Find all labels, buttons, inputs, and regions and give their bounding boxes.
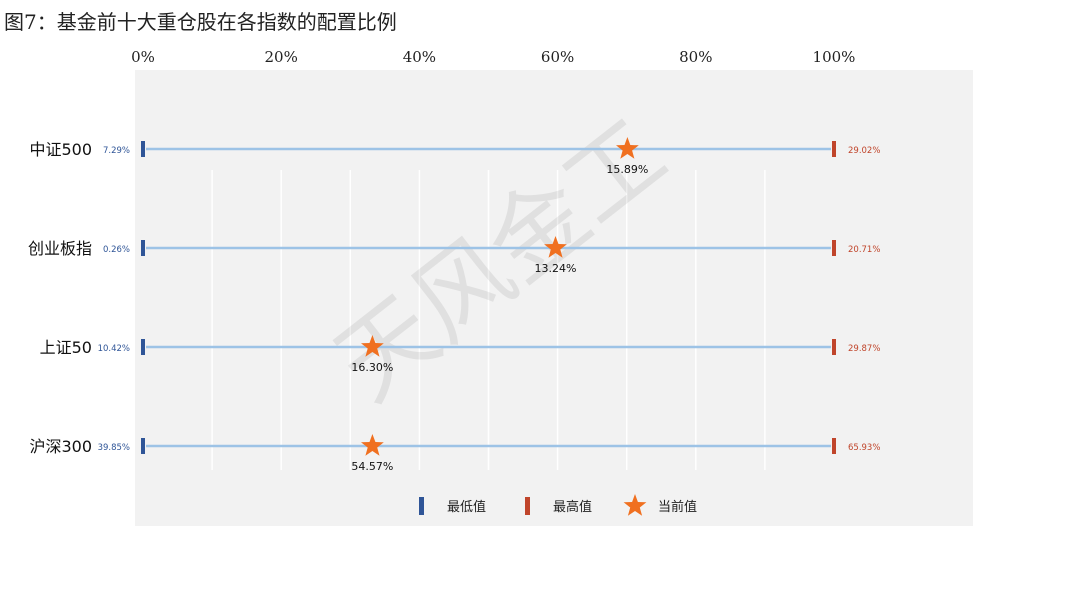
- current-star-marker: [361, 335, 384, 357]
- data-row: 创业板指 0.26% 20.71% 13.24%: [28, 236, 880, 275]
- min-value-label: 0.26%: [103, 245, 130, 255]
- legend: 最低值 最高值 当前值: [419, 494, 697, 516]
- legend-star-icon: [623, 494, 647, 516]
- max-value-label: 29.02%: [848, 146, 880, 156]
- min-value-label: 7.29%: [103, 146, 130, 156]
- data-row: 沪深300 39.85% 65.93% 54.57%: [29, 434, 880, 473]
- legend-current-label: 当前值: [658, 499, 697, 515]
- x-axis-ticks: 0% 20% 40% 60% 80% 100%: [131, 48, 855, 66]
- min-marker: [141, 141, 145, 157]
- max-marker: [832, 339, 836, 355]
- min-marker: [141, 240, 145, 256]
- current-value-label: 13.24%: [535, 262, 577, 275]
- current-star-marker: [616, 137, 639, 159]
- current-star-marker: [544, 236, 567, 258]
- plot-area: [135, 70, 973, 526]
- legend-min-label: 最低值: [447, 499, 486, 515]
- max-value-label: 65.93%: [848, 443, 880, 453]
- x-tick-label: 20%: [265, 48, 298, 66]
- x-tick-label: 40%: [403, 48, 436, 66]
- x-tick-label: 100%: [813, 48, 856, 66]
- data-row: 中证500 7.29% 29.02% 15.89%: [29, 137, 880, 176]
- max-marker: [832, 438, 836, 454]
- x-tick-label: 80%: [679, 48, 712, 66]
- category-label: 创业板指: [28, 239, 92, 258]
- data-rows: 中证500 7.29% 29.02% 15.89% 创业板指 0.26% 20.71% 13.…: [28, 137, 880, 473]
- current-value-label: 54.57%: [351, 460, 393, 473]
- max-marker: [832, 141, 836, 157]
- current-value-label: 16.30%: [351, 361, 393, 374]
- legend-max-label: 最高值: [553, 499, 592, 515]
- x-tick-label: 60%: [541, 48, 574, 66]
- x-tick-label: 0%: [131, 48, 155, 66]
- max-value-label: 20.71%: [848, 245, 880, 255]
- max-value-label: 29.87%: [848, 344, 880, 354]
- figure-title: 图7：基金前十大重仓股在各指数的配置比例: [4, 10, 397, 34]
- min-value-label: 10.42%: [98, 344, 130, 354]
- category-label: 中证500: [29, 140, 92, 159]
- category-label: 沪深300: [29, 437, 92, 456]
- min-marker: [141, 339, 145, 355]
- legend-max-swatch: [525, 497, 530, 515]
- legend-min-swatch: [419, 497, 424, 515]
- current-value-label: 15.89%: [606, 163, 648, 176]
- min-marker: [141, 438, 145, 454]
- min-value-label: 39.85%: [98, 443, 130, 453]
- current-star-marker: [361, 434, 384, 456]
- max-marker: [832, 240, 836, 256]
- data-row: 上证50 10.42% 29.87% 16.30%: [40, 335, 880, 374]
- category-label: 上证50: [40, 338, 92, 357]
- grid-lines: [211, 170, 766, 470]
